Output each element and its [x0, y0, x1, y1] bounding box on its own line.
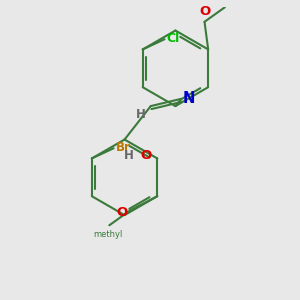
- Text: H: H: [124, 149, 134, 162]
- Text: Cl: Cl: [167, 32, 180, 45]
- Text: H: H: [136, 108, 146, 121]
- Text: O: O: [140, 149, 152, 162]
- Text: O: O: [116, 206, 128, 219]
- Text: O: O: [199, 5, 210, 18]
- Text: N: N: [183, 91, 195, 106]
- Text: Br: Br: [116, 141, 131, 154]
- Text: methyl: methyl: [93, 230, 123, 238]
